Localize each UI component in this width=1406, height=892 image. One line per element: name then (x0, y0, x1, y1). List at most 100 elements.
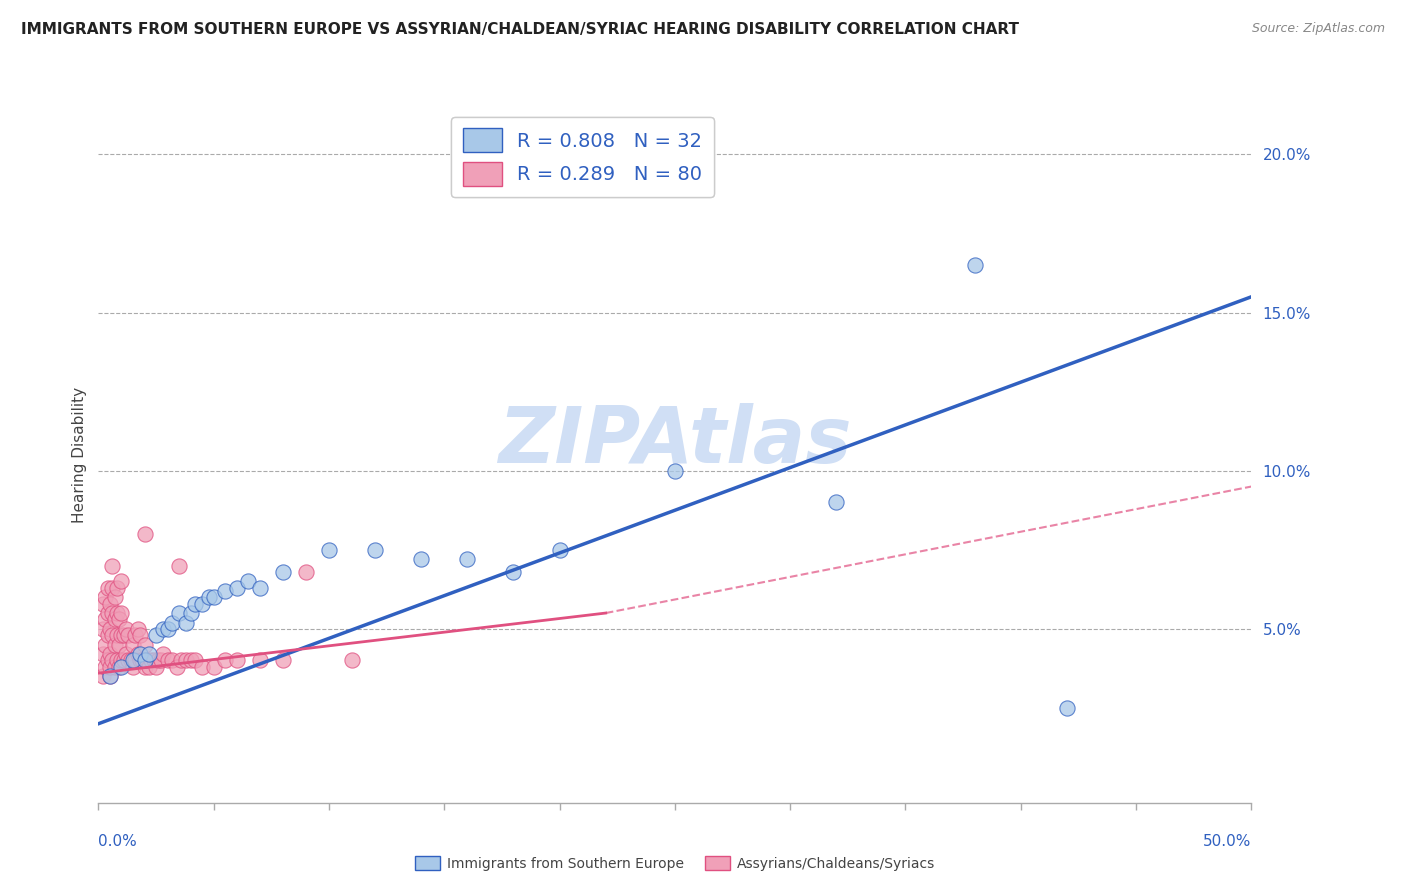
Point (295, 565, 318, 579)
Legend: R = 0.808   N = 32, R = 0.289   N = 80: R = 0.808 N = 32, R = 0.289 N = 80 (451, 117, 714, 197)
Point (340, 653, 363, 667)
Point (134, 653, 156, 667)
Point (131, 653, 153, 667)
Text: IMMIGRANTS FROM SOUTHERN EUROPE VS ASSYRIAN/CHALDEAN/SYRIAC HEARING DISABILITY C: IMMIGRANTS FROM SOUTHERN EUROPE VS ASSYR… (21, 22, 1019, 37)
Point (117, 628, 139, 642)
Point (97, 653, 120, 667)
Point (91, 647, 114, 661)
Point (249, 653, 271, 667)
Point (101, 653, 124, 667)
Point (98, 647, 121, 661)
Point (225, 581, 247, 595)
Point (170, 653, 193, 667)
Point (110, 574, 132, 589)
Point (664, 464, 686, 478)
Point (149, 653, 172, 667)
Point (110, 660, 132, 674)
Point (112, 628, 135, 642)
Point (138, 647, 160, 661)
Point (174, 653, 197, 667)
Point (98, 669, 121, 683)
Point (166, 660, 188, 674)
Point (160, 615, 183, 630)
Point (135, 653, 157, 667)
Point (108, 638, 131, 652)
Point (91, 669, 114, 683)
Point (112, 653, 135, 667)
Point (98, 597, 121, 611)
Point (145, 628, 167, 642)
Point (91, 622, 114, 636)
Point (271, 653, 294, 667)
Point (97, 606, 120, 620)
Point (103, 591, 125, 605)
Point (110, 653, 132, 667)
Point (180, 653, 202, 667)
Point (94, 638, 117, 652)
Y-axis label: Hearing Disability: Hearing Disability (72, 387, 87, 523)
Point (160, 653, 183, 667)
Text: 0.0%: 0.0% (98, 834, 138, 849)
Point (110, 628, 132, 642)
Point (101, 558, 124, 573)
Point (127, 647, 149, 661)
Point (101, 628, 124, 642)
Point (184, 597, 207, 611)
Point (141, 653, 163, 667)
Point (98, 622, 121, 636)
Text: ZIPAtlas: ZIPAtlas (498, 403, 852, 479)
Point (94, 612, 117, 626)
Point (97, 581, 120, 595)
Point (129, 647, 152, 661)
Point (214, 653, 236, 667)
Point (105, 581, 128, 595)
Point (138, 660, 160, 674)
Text: 50.0%: 50.0% (1204, 834, 1251, 849)
Point (103, 612, 125, 626)
Point (115, 622, 138, 636)
Text: Source: ZipAtlas.com: Source: ZipAtlas.com (1251, 22, 1385, 36)
Point (134, 660, 156, 674)
Point (129, 628, 152, 642)
Point (456, 552, 478, 566)
Point (184, 653, 207, 667)
Point (103, 660, 125, 674)
Point (103, 638, 125, 652)
Point (117, 653, 139, 667)
Point (101, 581, 124, 595)
Point (202, 660, 225, 674)
Point (152, 647, 174, 661)
Point (115, 647, 138, 661)
Point (124, 628, 146, 642)
Point (198, 591, 221, 605)
Point (180, 606, 202, 620)
Point (124, 653, 146, 667)
Point (98, 660, 121, 674)
Point (105, 653, 128, 667)
Point (122, 653, 145, 667)
Point (214, 583, 236, 598)
Point (105, 628, 128, 642)
Legend: Immigrants from Southern Europe, Assyrians/Chaldeans/Syriacs: Immigrants from Southern Europe, Assyria… (409, 850, 941, 876)
Point (249, 581, 271, 595)
Point (238, 574, 260, 589)
Point (97, 628, 120, 642)
Point (120, 653, 142, 667)
Point (134, 527, 156, 541)
Point (148, 653, 170, 667)
Point (152, 622, 174, 636)
Point (411, 552, 433, 566)
Point (1056, 701, 1078, 715)
Point (548, 542, 571, 557)
Point (271, 565, 294, 579)
Point (156, 622, 179, 636)
Point (167, 606, 190, 620)
Point (145, 660, 167, 674)
Point (174, 615, 197, 630)
Point (502, 565, 524, 579)
Point (364, 542, 387, 557)
Point (825, 495, 848, 509)
Point (127, 622, 149, 636)
Point (963, 258, 986, 272)
Point (108, 612, 131, 626)
